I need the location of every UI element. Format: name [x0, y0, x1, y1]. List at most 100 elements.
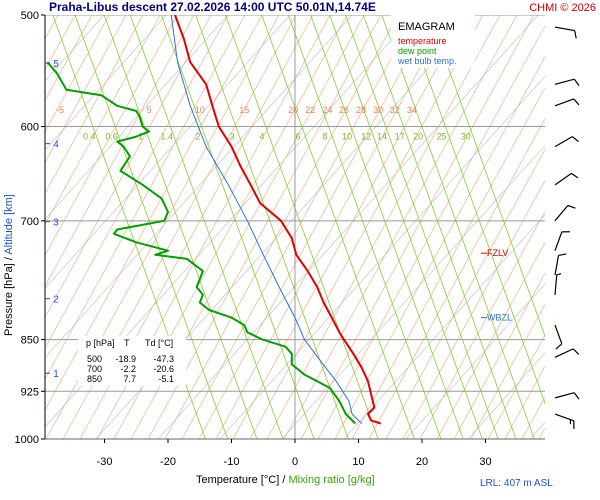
pressure-tick-label: 925 — [21, 386, 39, 398]
isotherm-label: 15 — [239, 105, 249, 115]
wind-barb-feather — [574, 30, 577, 39]
isotherm-line — [573, 15, 600, 439]
sounding-title: Praha-Libus descent 27.02.2026 14:00 UTC… — [49, 0, 376, 14]
wind-barb-feather — [556, 273, 562, 276]
isotherm-line — [45, 15, 161, 225]
isotherm-label: 32 — [390, 105, 400, 115]
mixing-ratio-line — [195, 15, 349, 439]
isotherm-label: 20 — [288, 105, 298, 115]
mixing-ratio-line — [310, 15, 464, 439]
pressure-tick-label: 700 — [21, 216, 39, 228]
mixing-ratio-line — [225, 15, 379, 439]
levels-table: p [hPa] T Td [°C] 500 -18.9 -47.3 700 -2… — [78, 336, 186, 386]
isotherm-line — [164, 15, 399, 439]
temperature-tick-label: -20 — [160, 456, 176, 468]
isotherm-line — [402, 179, 545, 439]
levels-header-t: T — [124, 338, 130, 348]
isotherm-line — [317, 25, 545, 439]
pressure-tick-label: 1000 — [15, 434, 39, 446]
dry-adiabat — [219, 75, 545, 439]
wind-barb — [554, 204, 576, 222]
temperature-tick-label: 0 — [292, 456, 298, 468]
isotherm-label: 24 — [322, 105, 332, 115]
mixing-ratio-label: 30 — [461, 132, 471, 142]
isotherm-line — [470, 303, 545, 439]
altitude-tick-label: 1 — [53, 369, 59, 380]
isotherm-line — [266, 15, 501, 439]
dry-adiabat — [529, 421, 545, 439]
legend-box — [391, 15, 475, 68]
isotherm-line — [45, 15, 263, 411]
isotherm-label: 10 — [195, 105, 205, 115]
temperature-tick-label: -10 — [224, 456, 240, 468]
y-axis-title-separator: / — [3, 255, 15, 264]
isotherm-line — [45, 15, 229, 349]
lowest-level-note: LRL: 407 m ASL — [480, 478, 553, 489]
levels-row-t: -2.2 — [120, 364, 136, 374]
wind-barb — [554, 78, 580, 86]
isotherm-line — [232, 15, 467, 439]
mixing-ratio-label: 4 — [259, 132, 264, 142]
mixing-ratio-label: 8 — [322, 132, 327, 142]
isotherm-line — [487, 334, 545, 439]
wind-barb-staff — [554, 348, 574, 358]
temperature-curve — [174, 15, 382, 425]
levels-row-td: -20.6 — [153, 364, 174, 374]
mixing-ratio-line — [129, 15, 284, 439]
isotherm-line — [198, 15, 433, 439]
mixing-ratio-line — [161, 15, 315, 439]
dry-adiabat — [281, 144, 545, 439]
pressure-tick-label: 500 — [21, 10, 39, 22]
isotherm-label: 22 — [305, 105, 315, 115]
isotherm-line — [453, 272, 545, 439]
dry-adiabat — [157, 15, 539, 439]
isotherm-line — [419, 210, 545, 439]
dry-adiabat — [467, 352, 545, 439]
wind-barbs — [554, 26, 580, 429]
y-axis-title-pressure: Pressure [hPa] — [3, 263, 15, 336]
isotherm-line — [181, 15, 416, 439]
wind-barb-staff — [554, 78, 575, 85]
levels-row-t: -18.9 — [115, 354, 136, 364]
levels-header-p: p [hPa] — [86, 338, 115, 348]
mixing-ratio-line — [261, 15, 415, 439]
temperature-tick-label: -30 — [97, 456, 113, 468]
mixing-ratio-line — [288, 15, 442, 439]
altitude-tick-label: 3 — [53, 218, 59, 229]
isotherm-label: 28 — [356, 105, 366, 115]
x-axis-title-separator: / — [279, 474, 288, 486]
levels-table-box — [78, 336, 186, 386]
legend-heading: EMAGRAM — [398, 21, 455, 33]
x-axis-title-temperature: Temperature [°C] — [196, 474, 279, 486]
isotherm-line — [45, 15, 178, 256]
isotherm-line — [215, 15, 450, 439]
mixing-ratio-line — [329, 15, 483, 439]
temperature-tick-label: 30 — [479, 456, 491, 468]
wind-barb-feather — [571, 172, 579, 179]
dry-adiabat — [45, 15, 353, 359]
sounding-curves — [46, 15, 382, 425]
mixing-ratio-line — [103, 15, 258, 439]
mixing-ratio-label: 3 — [230, 132, 235, 142]
isotherm-line — [45, 15, 144, 195]
levels-row-p: 500 — [87, 354, 102, 364]
pressure-tick-label: 600 — [21, 122, 39, 134]
mixing-ratio-label: 2 — [195, 132, 200, 142]
wind-barb — [554, 348, 580, 358]
isotherm-line — [590, 15, 600, 439]
mixing-ratio-label: 0.4 — [83, 132, 96, 142]
wind-barb — [554, 413, 575, 429]
levels-row-p: 700 — [87, 364, 102, 374]
mixing-ratio-label: 17 — [395, 132, 405, 142]
dry-adiabat — [592, 15, 600, 439]
mixing-ratio-line — [345, 15, 499, 439]
wind-barb-feather — [555, 343, 563, 350]
dry-adiabat — [45, 15, 291, 289]
altitude-tick-label: 5 — [53, 59, 59, 70]
isotherm-line — [368, 117, 545, 439]
wind-barb-staff — [554, 231, 563, 251]
mixing-ratio-label: 14 — [377, 132, 387, 142]
mixing-ratio-label: 0.6 — [105, 132, 118, 142]
mixing-ratio-label: 12 — [361, 132, 371, 142]
mixing-ratio-line — [74, 15, 229, 439]
